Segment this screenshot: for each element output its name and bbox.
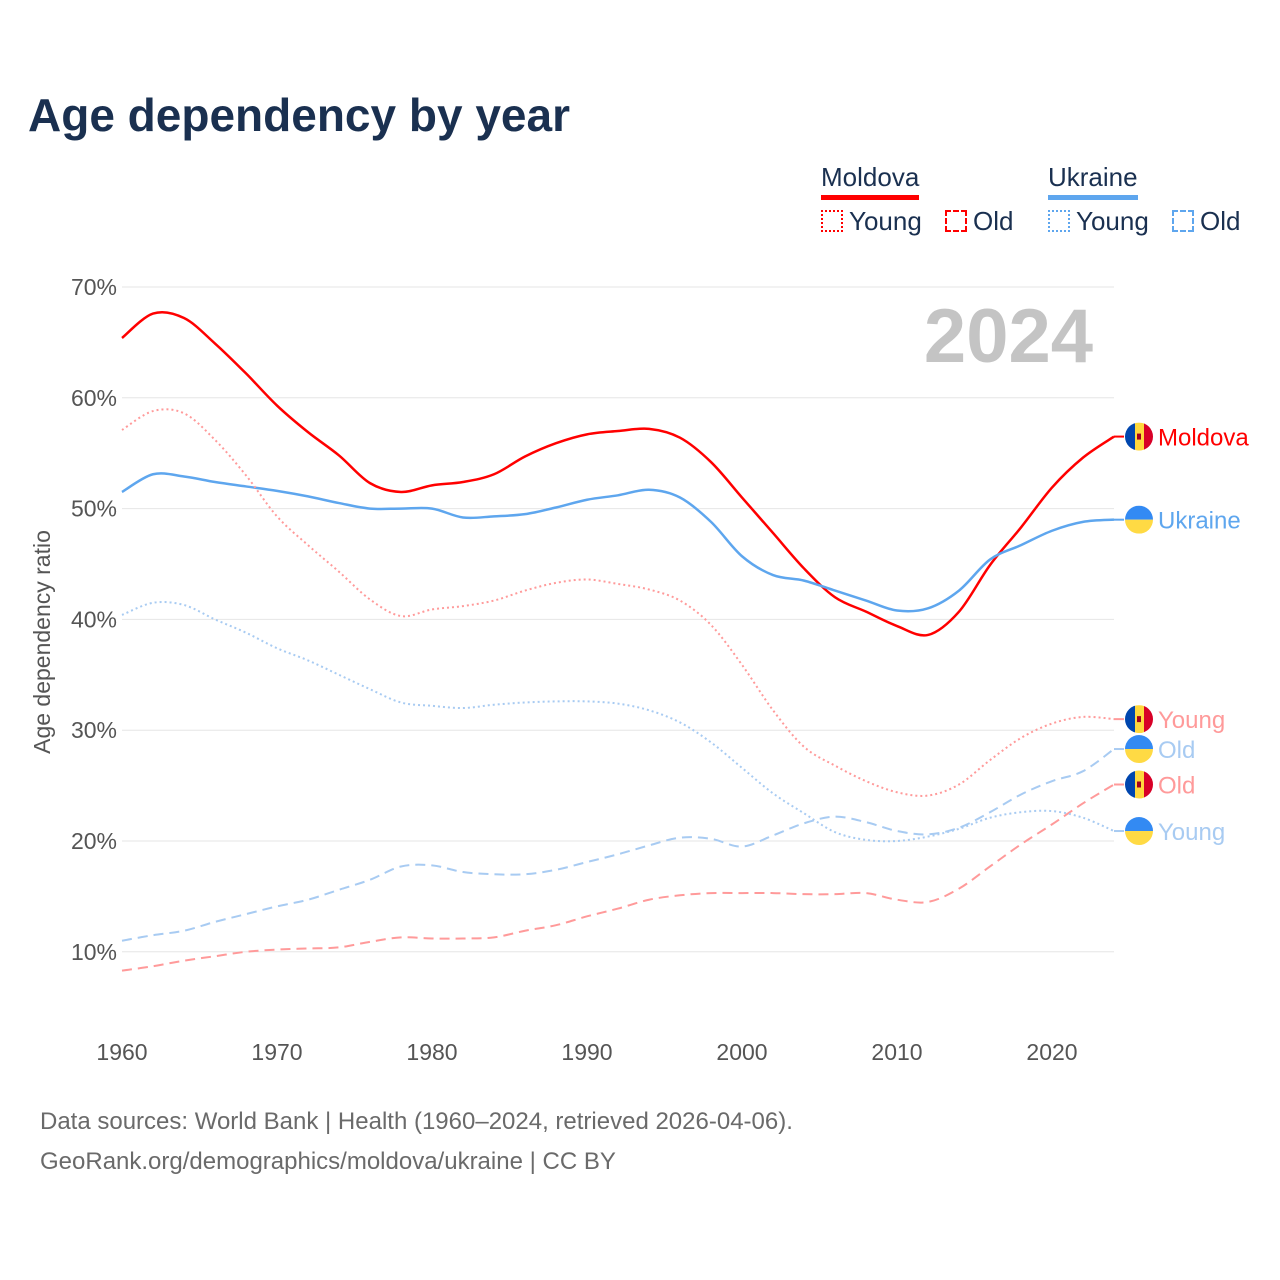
series-line-moldova-old xyxy=(121,783,1115,972)
source-link[interactable]: GeoRank.org/demographics/moldova/ukraine… xyxy=(40,1148,616,1175)
moldova-flag-icon xyxy=(1125,770,1153,799)
x-tick-label: 2010 xyxy=(871,1039,922,1065)
moldova-flag-icon xyxy=(1125,705,1153,734)
legend-ukraine-young[interactable]: Young xyxy=(1048,206,1149,236)
source-note: Data sources: World Bank | Health (1960–… xyxy=(40,1108,793,1135)
x-tick-label: 1990 xyxy=(561,1039,612,1065)
legend-ukraine[interactable]: Ukraine Young Old xyxy=(1048,162,1257,237)
legend-label: Young xyxy=(849,206,922,236)
flag-stripe xyxy=(1125,749,1153,764)
flag-stripe xyxy=(1144,770,1153,799)
flag-stripe xyxy=(1125,831,1153,846)
end-label: Young xyxy=(1158,819,1225,846)
flag-stripe xyxy=(1125,705,1135,734)
x-tick-label: 1980 xyxy=(406,1039,457,1065)
y-tick-label: 30% xyxy=(71,717,117,743)
y-tick-label: 20% xyxy=(71,828,117,854)
flag-emblem xyxy=(1137,781,1141,788)
dotted-swatch-icon xyxy=(821,210,843,232)
flag-stripe xyxy=(1125,770,1135,799)
legend-label: Young xyxy=(1076,206,1149,236)
end-label: Ukraine xyxy=(1158,508,1241,535)
flag-stripe xyxy=(1125,505,1153,520)
legend-country-moldova[interactable]: Moldova xyxy=(821,162,920,200)
dotted-swatch-icon xyxy=(1048,210,1070,232)
legend-moldova-old[interactable]: Old xyxy=(945,206,1014,236)
y-tick-label: 50% xyxy=(71,496,117,522)
flag-stripe xyxy=(1144,705,1153,734)
legend-label: Old xyxy=(1200,206,1241,236)
flag-stripe xyxy=(1125,422,1135,451)
legend-country-ukraine[interactable]: Ukraine xyxy=(1048,162,1138,200)
legend-moldova-young[interactable]: Young xyxy=(821,206,922,236)
y-tick-label: 70% xyxy=(71,274,117,300)
moldova-flag-icon xyxy=(1125,422,1153,451)
flag-stripe xyxy=(1125,519,1153,534)
end-label: Moldova xyxy=(1158,425,1249,452)
y-tick-label: 60% xyxy=(71,385,117,411)
flag-emblem xyxy=(1137,716,1141,723)
dashed-swatch-icon xyxy=(1172,210,1195,232)
end-label: Old xyxy=(1158,737,1195,764)
x-tick-label: 1970 xyxy=(251,1039,302,1065)
ukraine-flag-icon xyxy=(1125,817,1153,846)
x-tick-label: 1960 xyxy=(96,1039,147,1065)
x-tick-label: 2000 xyxy=(716,1039,767,1065)
end-label: Old xyxy=(1158,772,1195,799)
y-axis-label: Age dependency ratio xyxy=(29,530,55,754)
legend-ukraine-old[interactable]: Old xyxy=(1172,206,1241,236)
series-line-ukraine xyxy=(121,472,1115,613)
series-line-moldova xyxy=(121,310,1115,637)
ukraine-flag-icon xyxy=(1125,505,1153,534)
flag-stripe xyxy=(1125,735,1153,750)
legend-moldova[interactable]: Moldova Young Old xyxy=(821,162,1030,237)
series-line-ukraine-young xyxy=(121,601,1115,843)
series-line-moldova-young xyxy=(121,408,1115,797)
y-tick-label: 10% xyxy=(71,939,117,965)
flag-stripe xyxy=(1125,817,1153,832)
year-watermark: 2024 xyxy=(924,294,1093,379)
x-tick-label: 2020 xyxy=(1026,1039,1077,1065)
series-line-ukraine-old xyxy=(121,748,1115,942)
chart-title: Age dependency by year xyxy=(28,89,570,141)
end-label: Young xyxy=(1158,707,1225,734)
ukraine-flag-icon xyxy=(1125,735,1153,764)
flag-emblem xyxy=(1137,433,1141,440)
y-tick-label: 40% xyxy=(71,606,117,632)
legend-label: Old xyxy=(973,206,1014,236)
dashed-swatch-icon xyxy=(945,210,968,232)
flag-stripe xyxy=(1144,422,1153,451)
